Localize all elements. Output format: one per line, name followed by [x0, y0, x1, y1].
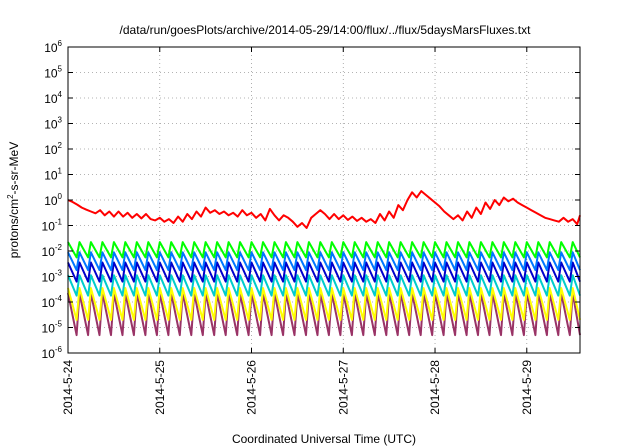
y-tick-label: 10-1	[42, 218, 63, 234]
series-line	[67, 274, 581, 297]
y-tick-label: 102	[44, 141, 62, 157]
y-tick-labels: 10-6 10-5 10-4 10-3 10-2 10-1 100 101 102 103 104 1…	[42, 39, 580, 361]
y-tick-label: 10-5	[42, 320, 63, 336]
x-axis-label: Coordinated Universal Time (UTC)	[232, 432, 416, 446]
y-tick-label: 100	[44, 192, 62, 208]
y-tick-label: 10-4	[42, 294, 63, 310]
x-tick-label: 2014-5-25	[153, 360, 167, 415]
x-tick-label: 2014-5-28	[428, 360, 442, 415]
x-tick-label: 2014-5-26	[245, 360, 259, 415]
x-tick-label: 2014-5-27	[336, 360, 350, 415]
series-line	[67, 190, 581, 229]
y-tick-label: 106	[44, 39, 62, 55]
y-tick-label: 101	[44, 167, 62, 183]
y-tick-label: 103	[44, 116, 62, 132]
y-axis-label: protons/cm2-s-sr-MeV	[6, 142, 21, 258]
y-label-part1: protons/cm	[7, 199, 21, 258]
series-group	[67, 190, 581, 337]
y-tick-label: 104	[44, 90, 62, 106]
series-line	[67, 241, 581, 259]
series-line	[67, 292, 581, 337]
series-line	[67, 261, 581, 283]
series-line	[67, 251, 581, 272]
grid-lines	[68, 47, 580, 353]
y-tick-label: 10-6	[42, 345, 63, 361]
y-label-part2: -s-sr-MeV	[7, 142, 21, 195]
plot-frame	[67, 46, 581, 354]
y-tick-label: 10-2	[42, 243, 63, 259]
x-tick-label: 2014-5-24	[61, 360, 75, 415]
y-tick-label: 105	[44, 65, 62, 81]
y-label-sup: 2	[6, 194, 15, 199]
x-tick-label: 2014-5-29	[520, 360, 534, 415]
x-tick-labels: 2014-5-24 2014-5-25 2014-5-26 2014-5-27 2014…	[61, 47, 534, 415]
y-tick-label: 10-3	[42, 269, 63, 285]
chart-title: /data/run/goesPlots/archive/2014-05-29/1…	[120, 23, 532, 37]
series-line	[67, 287, 581, 321]
